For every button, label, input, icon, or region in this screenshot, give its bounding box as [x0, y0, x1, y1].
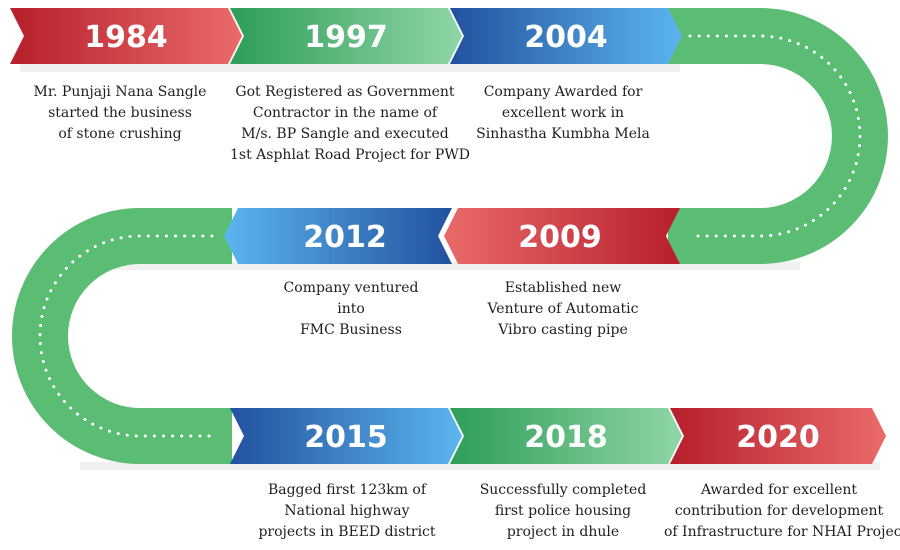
milestone-desc-2004: Company Awarded for excellent work in Si… — [476, 84, 650, 142]
milestone-arrow-2012: 2012 — [224, 208, 452, 264]
year-label-1997: 1997 — [304, 20, 388, 55]
milestone-desc-2015: Bagged first 123km of National highway p… — [258, 482, 436, 540]
road-dashes-left — [38, 234, 214, 438]
milestone-arrow-2015: 2015 — [230, 408, 462, 464]
milestone-arrow-2020: 2020 — [670, 408, 886, 464]
milestone-desc-1984: Mr. Punjaji Nana Sangle started the busi… — [33, 84, 207, 142]
milestone-desc-1997: Got Registered as Government Contractor … — [230, 84, 470, 163]
milestone-desc-2009: Established new Venture of Automatic Vib… — [487, 280, 639, 338]
milestone-arrow-2009: 2009 — [444, 208, 680, 264]
year-label-1984: 1984 — [84, 20, 168, 55]
milestone-arrow-2004: 2004 — [450, 8, 682, 64]
milestone-desc-2020: Awarded for excellent contribution for d… — [664, 482, 900, 540]
row-shadow-1 — [20, 64, 680, 72]
year-label-2018: 2018 — [524, 420, 608, 455]
road-curve-right — [668, 7, 888, 264]
year-label-2012: 2012 — [303, 220, 387, 255]
milestone-arrow-2018: 2018 — [450, 408, 682, 464]
milestone-arrow-1984: 1984 — [10, 8, 242, 64]
milestone-arrow-1997: 1997 — [230, 8, 462, 64]
row-shadow-2 — [80, 262, 800, 270]
row-shadow-3 — [80, 462, 880, 470]
milestone-desc-2012: Company ventured into FMC Business — [283, 280, 419, 338]
milestone-desc-2018: Successfully completed first police hous… — [479, 482, 647, 540]
year-label-2015: 2015 — [304, 420, 388, 455]
year-label-2004: 2004 — [524, 20, 608, 55]
year-label-2009: 2009 — [518, 220, 602, 255]
road-dashes-right — [688, 34, 862, 238]
year-label-2020: 2020 — [736, 420, 820, 455]
